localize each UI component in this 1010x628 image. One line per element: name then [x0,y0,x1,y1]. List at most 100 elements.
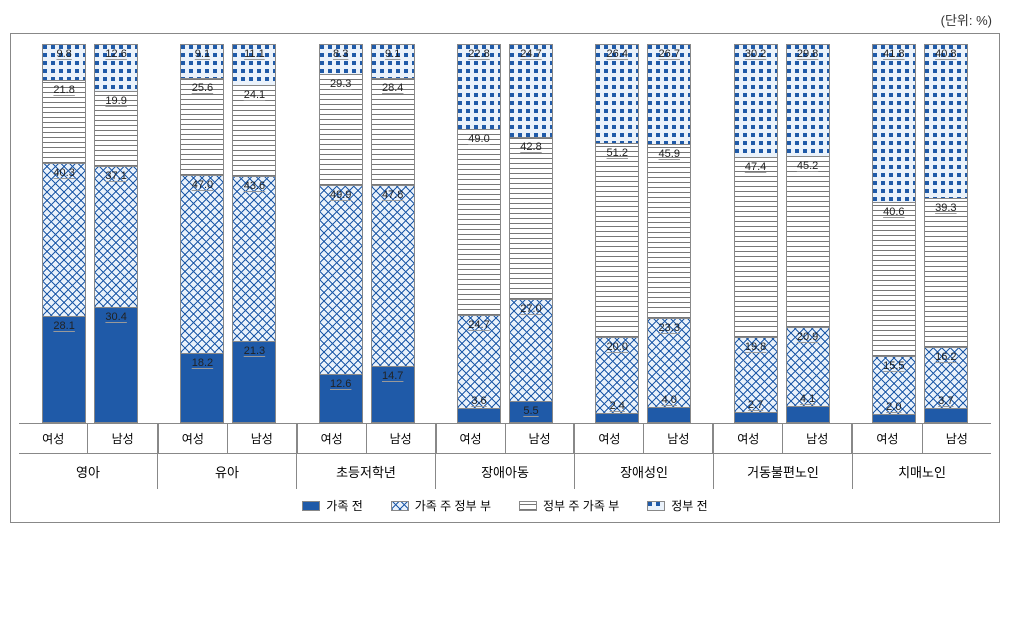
bar-segment: 3.7 [924,409,968,423]
bar-segment: 40.3 [42,164,86,317]
bar-segment: 47.4 [734,158,778,337]
segment-value-label: 9.1 [385,48,400,60]
bar-segment: 24.7 [509,44,553,138]
axis-group-labels: 영아유아초등저학년장애아동장애성인거동불편노인치매노인 [19,454,991,489]
segment-value-label: 26.7 [659,48,680,60]
axis-group-label: 거동불편노인 [714,454,853,489]
legend-item: 정부 전 [647,497,707,514]
segment-value-label: 26.4 [607,48,628,60]
bar: 24.7 42.8 27.0 5.5 [509,44,553,423]
segment-value-label: 21.8 [53,84,74,96]
axis-group-label: 치매노인 [853,454,991,489]
segment-value-label: 12.6 [330,378,351,390]
segment-value-label: 23.3 [659,322,680,334]
segment-value-label: 41.8 [883,48,904,60]
legend-label: 가족 전 [326,497,362,514]
bar-segment: 19.9 [94,92,138,167]
legend-item: 가족 전 [302,497,362,514]
segment-value-label: 4.0 [662,394,677,406]
axis-group-label: 영아 [19,454,158,489]
bar: 41.8 40.6 15.5 2.0 [872,44,916,423]
axis-sub-group: 여성남성 [713,424,852,454]
legend-label: 정부 전 [671,497,707,514]
segment-value-label: 2.0 [886,401,901,413]
bar-segment: 4.1 [786,407,830,423]
segment-value-label: 25.6 [192,82,213,94]
bar-segment: 39.3 [924,199,968,348]
segment-value-label: 15.5 [883,360,904,372]
segment-value-label: 19.8 [745,341,766,353]
segment-value-label: 19.9 [105,95,126,107]
bar: 9.1 28.4 47.8 14.7 [371,44,415,423]
segment-value-label: 3.6 [471,395,486,407]
bar: 9.1 25.6 47.0 18.2 [180,44,224,423]
axis-group-label: 초등저학년 [297,454,436,489]
segment-value-label: 45.2 [797,160,818,172]
axis-sub-label: 여성 [852,424,922,454]
bar-segment: 24.1 [232,86,276,177]
bar-segment: 25.6 [180,79,224,176]
segment-value-label: 28.4 [382,82,403,94]
segment-value-label: 40.6 [883,206,904,218]
segment-value-label: 29.3 [330,78,351,90]
unit-label: (단위: %) [10,10,1000,29]
segment-value-label: 14.7 [382,370,403,382]
axis-group-label: 장애성인 [575,454,714,489]
bar: 26.745.923.34.0 [647,44,691,423]
bar-segment: 9.1 [371,44,415,79]
bar-segment: 40.8 [924,44,968,199]
axis-sub-group: 여성남성 [574,424,713,454]
bar: 26.451.220.02.4 [595,44,639,423]
segment-value-label: 28.1 [53,320,74,332]
axis-sub-group: 여성남성 [436,424,575,454]
legend-label: 정부 주 가족 부 [543,497,619,514]
segment-value-label: 20.0 [607,341,628,353]
segment-value-label: 22.8 [468,48,489,60]
segment-value-label: 8.3 [333,48,348,60]
bar-segment: 49.9 [319,186,363,375]
bar-segment: 26.7 [647,44,691,145]
axis-sub-label: 여성 [158,424,228,454]
segment-value-label: 5.5 [523,405,538,417]
bar-segment: 18.2 [180,354,224,423]
segment-value-label: 27.0 [520,303,541,315]
axis-sub-labels: 여성남성여성남성여성남성여성남성여성남성여성남성여성남성 [19,424,991,454]
axis-sub-label: 남성 [506,424,575,454]
axis-sub-group: 여성남성 [852,424,991,454]
bar-segment: 51.2 [595,144,639,338]
bar-segment: 47.8 [371,186,415,367]
bar-segment: 28.1 [42,317,86,424]
segment-value-label: 18.2 [192,357,213,369]
bar-segment: 9.8 [42,44,86,81]
bar-segment: 45.2 [786,157,830,328]
bar: 30.247.419.82.7 [734,44,778,423]
axis-sub-group: 여성남성 [19,424,158,454]
segment-value-label: 16.2 [935,351,956,363]
bar-segment: 9.1 [180,44,224,79]
segment-value-label: 11.1 [244,48,265,60]
bar-group: 8.3 29.3 49.9 12.6 9.1 28.4 47.8 14.7 [298,44,436,423]
bar-segment: 30.4 [94,308,138,423]
bar-segment: 2.7 [734,413,778,423]
axis-sub-label: 남성 [88,424,157,454]
axis-group-label: 유아 [158,454,297,489]
bar-segment: 22.8 [457,44,501,130]
bar-segment: 12.6 [94,44,138,92]
segment-value-label: 42.8 [520,141,541,153]
bar-segment: 5.5 [509,402,553,423]
segment-value-label: 12.6 [105,48,126,60]
axis-sub-label: 여성 [436,424,506,454]
axis-sub-label: 남성 [367,424,436,454]
segment-value-label: 24.1 [244,89,265,101]
segment-value-label: 30.4 [105,311,126,323]
bar-segment: 11.1 [232,44,276,86]
segment-value-label: 39.3 [935,202,956,214]
axis-sub-label: 여성 [297,424,367,454]
segment-value-label: 40.8 [935,48,956,60]
bar-segment: 47.0 [180,176,224,354]
bar-segment: 37.1 [94,167,138,308]
axis-sub-label: 여성 [713,424,783,454]
axis-sub-group: 여성남성 [297,424,436,454]
bar-segment: 29.8 [786,44,830,157]
bar-segment: 21.8 [42,81,86,164]
